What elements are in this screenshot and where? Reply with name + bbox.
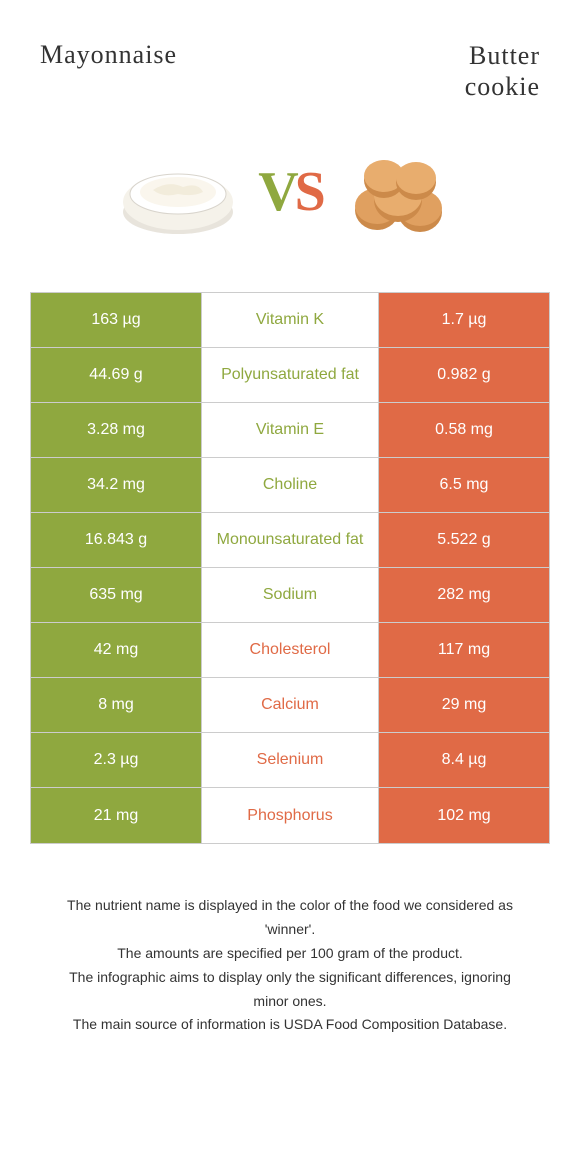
right-value-cell: 8.4 µg: [379, 733, 549, 787]
nutrient-name-cell: Phosphorus: [201, 788, 379, 843]
left-value-cell: 42 mg: [31, 623, 201, 677]
right-value-cell: 5.522 g: [379, 513, 549, 567]
header-row: Mayonnaise Butter cookie: [30, 40, 550, 102]
vs-row: VS: [30, 132, 550, 252]
right-value-cell: 29 mg: [379, 678, 549, 732]
table-row: 163 µgVitamin K1.7 µg: [31, 293, 549, 348]
nutrient-name-cell: Cholesterol: [201, 623, 379, 677]
footer-line: The main source of information is USDA F…: [50, 1013, 530, 1037]
nutrient-name-cell: Choline: [201, 458, 379, 512]
vs-s-letter: S: [295, 161, 322, 223]
table-row: 42 mgCholesterol117 mg: [31, 623, 549, 678]
right-value-cell: 0.982 g: [379, 348, 549, 402]
left-value-cell: 34.2 mg: [31, 458, 201, 512]
left-value-cell: 163 µg: [31, 293, 201, 347]
left-value-cell: 44.69 g: [31, 348, 201, 402]
vs-label: VS: [258, 160, 322, 224]
table-row: 21 mgPhosphorus102 mg: [31, 788, 549, 843]
nutrient-name-cell: Monounsaturated fat: [201, 513, 379, 567]
left-value-cell: 21 mg: [31, 788, 201, 843]
table-row: 16.843 gMonounsaturated fat5.522 g: [31, 513, 549, 568]
infographic-container: Mayonnaise Butter cookie VS: [0, 0, 580, 1067]
left-value-cell: 2.3 µg: [31, 733, 201, 787]
nutrient-name-cell: Calcium: [201, 678, 379, 732]
table-row: 635 mgSodium282 mg: [31, 568, 549, 623]
left-value-cell: 635 mg: [31, 568, 201, 622]
vs-v-letter: V: [258, 161, 294, 223]
right-value-cell: 1.7 µg: [379, 293, 549, 347]
footer-line: The infographic aims to display only the…: [50, 966, 530, 1014]
comparison-table: 163 µgVitamin K1.7 µg44.69 gPolyunsatura…: [30, 292, 550, 844]
right-food-title: Butter cookie: [290, 40, 550, 102]
table-row: 34.2 mgCholine6.5 mg: [31, 458, 549, 513]
right-title-line2: cookie: [465, 72, 540, 101]
nutrient-name-cell: Selenium: [201, 733, 379, 787]
mayonnaise-image: [108, 132, 248, 252]
footer-notes: The nutrient name is displayed in the co…: [30, 894, 550, 1037]
right-value-cell: 0.58 mg: [379, 403, 549, 457]
right-value-cell: 117 mg: [379, 623, 549, 677]
left-value-cell: 16.843 g: [31, 513, 201, 567]
footer-line: The nutrient name is displayed in the co…: [50, 894, 530, 942]
table-row: 2.3 µgSelenium8.4 µg: [31, 733, 549, 788]
right-title-line1: Butter: [469, 41, 540, 70]
left-food-title: Mayonnaise: [30, 40, 290, 70]
nutrient-name-cell: Vitamin K: [201, 293, 379, 347]
butter-cookie-image: [332, 132, 472, 252]
table-row: 8 mgCalcium29 mg: [31, 678, 549, 733]
nutrient-name-cell: Polyunsaturated fat: [201, 348, 379, 402]
left-value-cell: 8 mg: [31, 678, 201, 732]
left-value-cell: 3.28 mg: [31, 403, 201, 457]
nutrient-name-cell: Sodium: [201, 568, 379, 622]
right-value-cell: 102 mg: [379, 788, 549, 843]
right-value-cell: 6.5 mg: [379, 458, 549, 512]
right-value-cell: 282 mg: [379, 568, 549, 622]
table-row: 44.69 gPolyunsaturated fat0.982 g: [31, 348, 549, 403]
table-row: 3.28 mgVitamin E0.58 mg: [31, 403, 549, 458]
footer-line: The amounts are specified per 100 gram o…: [50, 942, 530, 966]
nutrient-name-cell: Vitamin E: [201, 403, 379, 457]
